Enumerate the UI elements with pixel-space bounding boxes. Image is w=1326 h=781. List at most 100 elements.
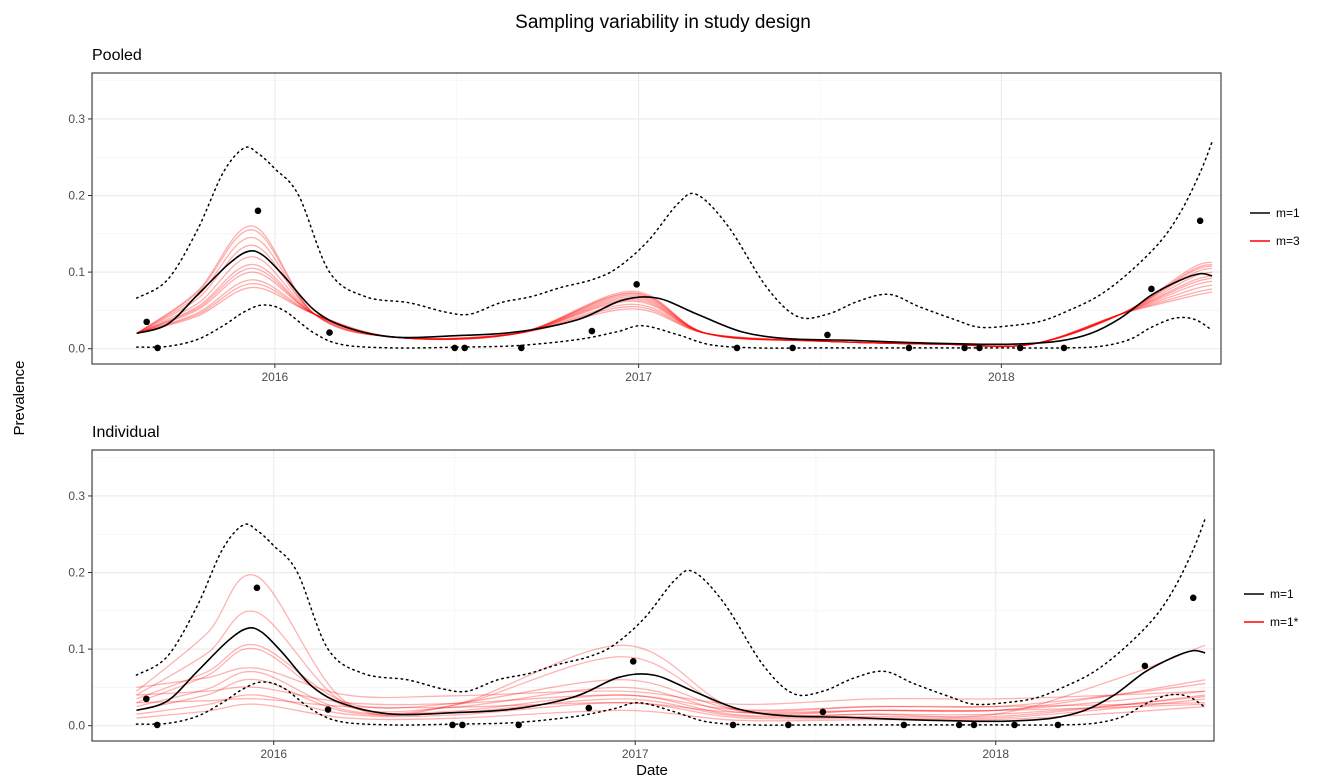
data-point xyxy=(819,708,827,716)
data-point xyxy=(785,721,792,729)
y-tick-label: 0.3 xyxy=(68,489,85,503)
y-tick-label: 0.2 xyxy=(68,566,85,580)
legend-label: m=1* xyxy=(1270,615,1299,629)
x-tick-label: 2018 xyxy=(982,747,1009,761)
series-line-draw xyxy=(136,698,1206,714)
data-point xyxy=(254,207,262,215)
data-point xyxy=(633,281,640,288)
series-line-draw xyxy=(136,256,1213,348)
data-point xyxy=(451,344,459,352)
legend-label: m=3 xyxy=(1276,234,1300,248)
data-point xyxy=(1016,344,1024,352)
x-tick-label: 2016 xyxy=(262,370,289,384)
data-point xyxy=(518,344,525,352)
series-line-draw xyxy=(136,271,1213,348)
data-point xyxy=(143,318,150,326)
series-line-draw xyxy=(136,267,1213,348)
y-tick-label: 0.0 xyxy=(68,719,85,733)
data-point xyxy=(824,331,831,339)
series-line-m1 xyxy=(136,250,1213,346)
series-line-draw xyxy=(136,703,1206,722)
y-axis-label: Prevalence xyxy=(11,360,28,435)
data-point xyxy=(900,721,908,729)
series-line-draw xyxy=(136,229,1213,348)
y-tick-label: 0.0 xyxy=(68,342,85,356)
panel-title-individual: Individual xyxy=(92,424,160,441)
data-point xyxy=(326,329,333,336)
x-tick-label: 2017 xyxy=(622,747,649,761)
data-point xyxy=(1196,217,1204,225)
data-point xyxy=(154,344,161,352)
data-point xyxy=(1054,721,1062,729)
series-line-draw xyxy=(136,686,1206,711)
data-point xyxy=(961,344,968,352)
series-line-draw xyxy=(136,286,1213,348)
chart-title: Sampling variability in study design xyxy=(515,12,811,33)
lower-interval-line xyxy=(135,304,1213,349)
y-tick-label: 0.3 xyxy=(68,112,85,126)
observed-points xyxy=(143,207,1204,352)
data-point xyxy=(585,704,593,712)
data-point xyxy=(789,344,796,352)
series-m=1*-draws xyxy=(136,574,1206,722)
series-line-draw xyxy=(136,667,1206,706)
series-line-draw xyxy=(136,282,1213,348)
legend-label: m=1 xyxy=(1276,206,1300,220)
series-line-draw xyxy=(136,610,1206,716)
upper-interval-line xyxy=(135,141,1213,329)
series-line-draw xyxy=(136,647,1206,715)
data-point xyxy=(1189,594,1197,602)
data-point xyxy=(1141,662,1149,670)
series-line-m1 xyxy=(136,627,1206,723)
data-point xyxy=(955,721,963,729)
panel-pooled: 0.0 0.1 0.2 0.3 2016 2017 2018 xyxy=(68,72,1222,384)
data-point xyxy=(253,584,261,592)
data-point xyxy=(905,344,913,352)
lower-interval-line xyxy=(135,681,1206,726)
legend-label: m=1 xyxy=(1270,587,1294,601)
series-line-draw xyxy=(136,694,1206,720)
data-point xyxy=(459,721,466,729)
panel-individual: 0.0 0.1 0.2 0.3 2016 2017 2018 xyxy=(68,449,1215,761)
observed-points xyxy=(143,584,1197,729)
x-axis-label: Date xyxy=(636,762,668,779)
panel-border xyxy=(91,72,1222,365)
legend-individual: m=1 m=1* xyxy=(1244,587,1299,629)
data-point xyxy=(449,721,456,729)
upper-interval-line xyxy=(135,518,1206,706)
series-line-draw xyxy=(136,236,1213,348)
series-line-draw xyxy=(136,225,1213,348)
data-point xyxy=(143,695,150,703)
x-tick-label: 2018 xyxy=(988,370,1015,384)
y-tick-label: 0.1 xyxy=(68,642,85,656)
series-line-draw xyxy=(136,263,1213,348)
data-point xyxy=(324,706,332,713)
y-tick-label: 0.1 xyxy=(68,265,85,279)
series-line-draw xyxy=(136,670,1206,717)
data-point xyxy=(1060,344,1068,352)
data-point xyxy=(976,344,983,352)
data-point xyxy=(729,721,737,729)
series-line-draw xyxy=(136,279,1213,348)
data-point xyxy=(1148,285,1155,293)
data-point xyxy=(733,344,741,352)
y-tick-label: 0.2 xyxy=(68,189,85,203)
x-tick-label: 2016 xyxy=(260,747,287,761)
x-tick-label: 2017 xyxy=(625,370,652,384)
legend-pooled: m=1 m=3 xyxy=(1250,206,1300,248)
panel-title-pooled: Pooled xyxy=(92,47,142,64)
panel-border xyxy=(91,449,1215,742)
series-line-draw xyxy=(136,244,1213,348)
data-point xyxy=(629,658,637,665)
series-line-draw xyxy=(136,678,1206,719)
series-line-draw xyxy=(136,574,1206,718)
data-point xyxy=(588,327,596,335)
data-point xyxy=(1011,721,1018,729)
data-point xyxy=(461,344,468,352)
data-point xyxy=(970,721,978,729)
grid xyxy=(92,73,1221,364)
series-line-draw xyxy=(136,643,1206,712)
series-m=3-draws xyxy=(136,225,1213,348)
data-point xyxy=(515,721,522,729)
